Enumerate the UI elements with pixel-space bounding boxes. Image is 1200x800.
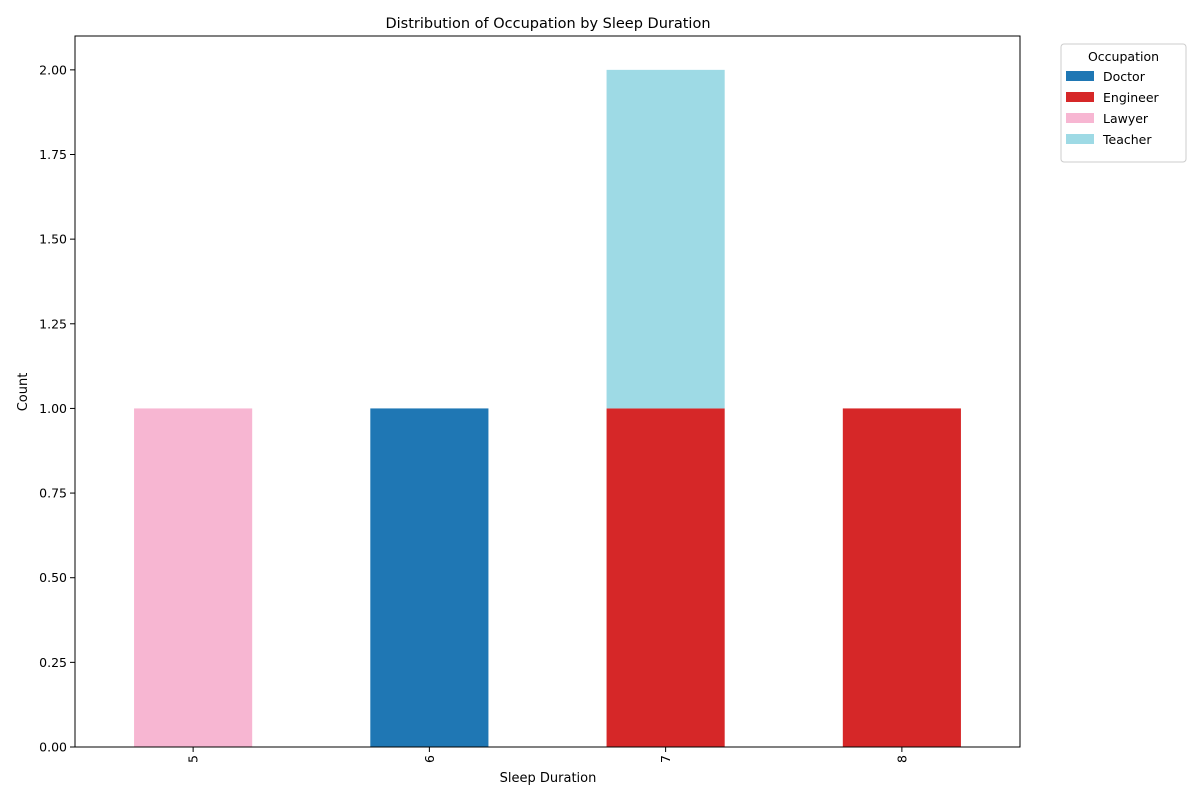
- legend-swatch-engineer: [1066, 92, 1094, 102]
- y-axis-label: Count: [16, 373, 31, 412]
- x-axis-label: Sleep Duration: [500, 771, 597, 786]
- bar-teacher-7: [606, 69, 725, 409]
- x-axis: 5 6 7 8: [186, 747, 909, 763]
- bar-doctor-6: [370, 408, 489, 747]
- legend-swatch-doctor: [1066, 71, 1094, 81]
- plot-frame: [74, 35, 1021, 748]
- y-tick-label: 1.00: [39, 401, 67, 416]
- bars-group: [134, 69, 961, 747]
- x-tick-label: 6: [422, 755, 437, 763]
- legend: Occupation Doctor Engineer Lawyer Teacher: [1060, 43, 1187, 163]
- y-tick-label: 0.75: [39, 486, 67, 501]
- y-tick-label: 0.50: [39, 570, 67, 585]
- bar-lawyer-5: [134, 408, 253, 747]
- legend-label-engineer: Engineer: [1103, 90, 1160, 105]
- y-tick-label: 1.50: [39, 232, 67, 247]
- bar-engineer-8: [842, 408, 961, 747]
- bar-engineer-7: [606, 408, 725, 747]
- y-tick-label: 0.00: [39, 740, 67, 755]
- y-axis: 0.00 0.25 0.50 0.75 1.00 1.25 1.50 1.75 2.00: [39, 62, 75, 755]
- legend-label-lawyer: Lawyer: [1103, 111, 1149, 126]
- legend-label-teacher: Teacher: [1102, 132, 1152, 147]
- y-tick-label: 1.25: [39, 316, 67, 331]
- legend-title: Occupation: [1088, 49, 1159, 64]
- legend-swatch-teacher: [1066, 134, 1094, 144]
- x-tick-label: 8: [894, 755, 909, 763]
- y-tick-label: 1.75: [39, 147, 67, 162]
- legend-label-doctor: Doctor: [1103, 69, 1146, 84]
- x-tick-label: 5: [186, 755, 201, 763]
- y-tick-label: 0.25: [39, 655, 67, 670]
- legend-swatch-lawyer: [1066, 113, 1094, 123]
- x-tick-label: 7: [658, 755, 673, 763]
- y-tick-label: 2.00: [39, 62, 67, 77]
- chart-title: Distribution of Occupation by Sleep Dura…: [385, 16, 710, 32]
